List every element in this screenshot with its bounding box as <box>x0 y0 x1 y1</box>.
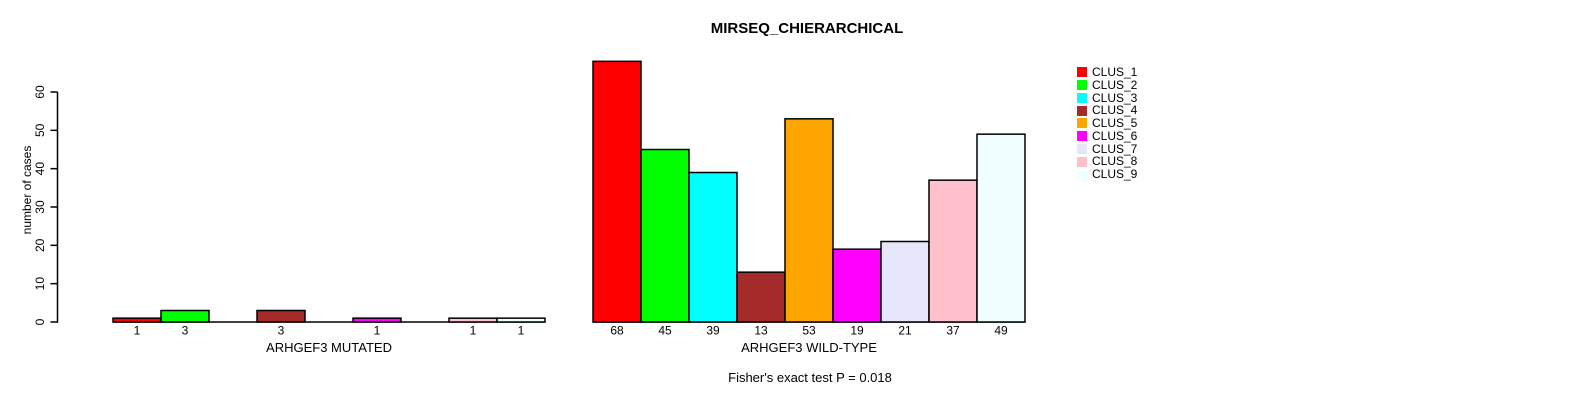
bar-value-label-CLUS_3-group1: 39 <box>706 324 720 338</box>
bar-CLUS_1-group1 <box>592 60 642 323</box>
y-tick-label: 50 <box>33 123 47 137</box>
legend-item-CLUS_3: CLUS_3 <box>1077 90 1138 105</box>
bar-CLUS_4-group0 <box>256 309 306 323</box>
legend-item-CLUS_5: CLUS_5 <box>1077 117 1137 130</box>
y-tick-label: 10 <box>33 277 47 291</box>
bar-CLUS_9-group1 <box>976 133 1026 323</box>
fisher-test-annotation: Fisher's exact test P = 0.018 <box>728 370 892 385</box>
bar-CLUS_8-group1 <box>928 179 978 323</box>
bar-CLUS_4-group1 <box>736 271 786 323</box>
bar-CLUS_3-group1 <box>688 171 738 323</box>
bar-value-label-CLUS_1-group1: 68 <box>610 324 624 338</box>
bar-value-label-CLUS_8-group1: 37 <box>946 324 960 338</box>
legend-swatch-CLUS_6 <box>1077 131 1087 142</box>
legend-swatch-CLUS_4 <box>1077 105 1087 116</box>
legend-label-CLUS_9: CLUS_9 <box>1092 167 1138 181</box>
bar-value-label-CLUS_2-group1: 45 <box>658 324 672 338</box>
legend: CLUS_1 CLUS_2 CLUS_3 CLUS_4 CLUS_5 CLUS_6 CLUS… <box>1077 66 1137 181</box>
y-tick-label: 60 <box>33 85 47 99</box>
legend-item-CLUS_7: CLUS_7 <box>1077 141 1138 156</box>
bar-value-label-CLUS_4-group1: 13 <box>754 324 768 338</box>
legend-label-CLUS_6: CLUS_6 <box>1092 128 1138 143</box>
x-axis-label-mutated: ARHGEF3 MUTATED <box>266 340 392 355</box>
legend-swatch-CLUS_5 <box>1077 118 1087 129</box>
bar-CLUS_6-group1 <box>832 248 882 323</box>
legend-label-CLUS_7: CLUS_7 <box>1092 141 1138 156</box>
x-axis-label-wildtype: ARHGEF3 WILD-TYPE <box>741 340 877 355</box>
legend-swatch-CLUS_9 <box>1077 169 1087 180</box>
y-tick-label: 40 <box>33 162 47 176</box>
bar-CLUS_1-group0 <box>112 317 162 323</box>
bar-value-label-CLUS_5-group1: 53 <box>802 324 816 338</box>
bar-CLUS_2-group1 <box>640 148 690 323</box>
legend-item-CLUS_2: CLUS_2 <box>1077 77 1138 92</box>
legend-swatch-CLUS_1 <box>1077 67 1087 78</box>
legend-label-CLUS_5: CLUS_5 <box>1092 116 1138 130</box>
bar-value-label-CLUS_6-group1: 19 <box>850 324 864 338</box>
bar-value-label-CLUS_1-group0: 1 <box>134 324 141 338</box>
legend-label-CLUS_1: CLUS_1 <box>1092 65 1138 79</box>
bar-value-label-CLUS_2-group0: 3 <box>182 324 189 338</box>
bar-CLUS_7-group1 <box>880 240 930 323</box>
bar-value-label-CLUS_9-group1: 49 <box>994 324 1008 338</box>
bar-value-label-CLUS_7-group1: 21 <box>898 324 912 338</box>
bar-CLUS_5-group1 <box>784 118 834 323</box>
legend-item-CLUS_1: CLUS_1 <box>1077 66 1137 79</box>
legend-label-CLUS_3: CLUS_3 <box>1092 90 1138 105</box>
legend-item-CLUS_9: CLUS_9 <box>1077 168 1137 181</box>
legend-label-CLUS_8: CLUS_8 <box>1092 154 1138 169</box>
legend-item-CLUS_8: CLUS_8 <box>1077 155 1137 168</box>
legend-item-CLUS_6: CLUS_6 <box>1077 128 1138 143</box>
legend-swatch-CLUS_7 <box>1077 143 1087 154</box>
bar-value-label-CLUS_6-group0: 1 <box>374 324 381 338</box>
bar-value-label-CLUS_4-group0: 3 <box>278 324 285 338</box>
y-tick-label: 20 <box>33 238 47 252</box>
bar-CLUS_6-group0 <box>352 317 402 323</box>
legend-item-CLUS_4: CLUS_4 <box>1077 104 1137 117</box>
bar-value-label-CLUS_8-group0: 1 <box>470 324 477 338</box>
bar-CLUS_8-group0 <box>448 317 498 323</box>
chart-title: MIRSEQ_CHIERARCHICAL <box>710 20 904 37</box>
legend-label-CLUS_2: CLUS_2 <box>1092 77 1138 92</box>
legend-swatch-CLUS_8 <box>1077 156 1087 167</box>
y-tick-label: 0 <box>33 318 47 325</box>
y-tick-label: 30 <box>33 200 47 214</box>
bar-value-label-CLUS_9-group0: 1 <box>518 324 525 338</box>
bar-CLUS_9-group0 <box>496 317 546 323</box>
bar-CLUS_2-group0 <box>160 309 210 323</box>
legend-swatch-CLUS_2 <box>1077 80 1087 91</box>
legend-swatch-CLUS_3 <box>1077 92 1087 103</box>
y-axis-label: number of cases <box>20 145 34 235</box>
legend-label-CLUS_4: CLUS_4 <box>1092 103 1138 118</box>
